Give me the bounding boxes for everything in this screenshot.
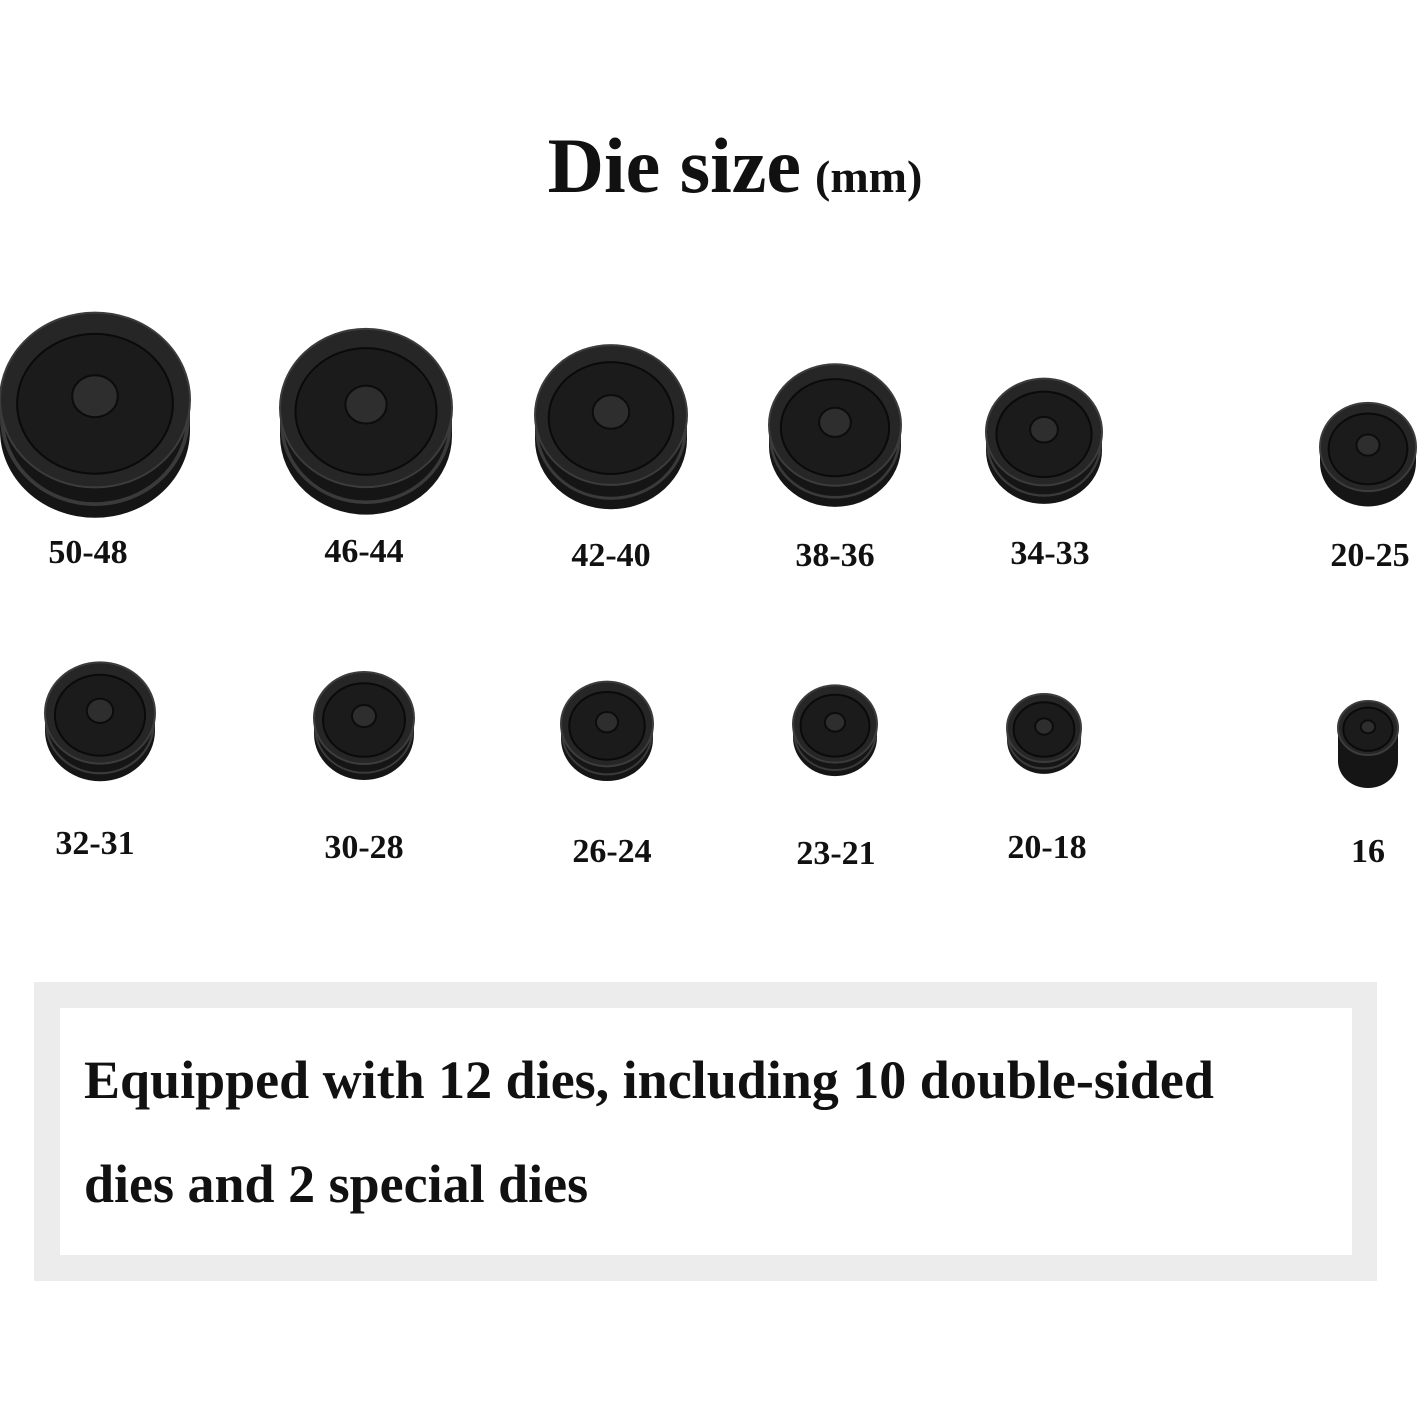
die xyxy=(768,363,902,507)
die-hole xyxy=(823,712,847,733)
die-hole xyxy=(1029,415,1059,444)
die xyxy=(44,661,156,782)
die-label: 38-36 xyxy=(795,537,874,574)
die-label: 20-18 xyxy=(1007,829,1086,866)
die-label: 50-48 xyxy=(48,534,127,571)
die-hole xyxy=(591,394,631,430)
note-line: dies and 2 special dies xyxy=(84,1154,588,1214)
die xyxy=(1319,401,1417,507)
die-label: 46-44 xyxy=(324,533,403,570)
die-label: 30-28 xyxy=(324,829,403,866)
die xyxy=(279,327,453,515)
die-grid: 50-48 46-44 42-40 38-36 34-33 20-25 32-31 30-28… xyxy=(0,311,1417,872)
die-hole xyxy=(818,406,852,438)
die-hole xyxy=(1359,719,1377,735)
title: Die size (mm) xyxy=(548,122,923,209)
die-label: 42-40 xyxy=(571,537,650,574)
die-hole xyxy=(1355,433,1381,457)
die xyxy=(534,344,688,510)
note-box xyxy=(60,1008,1352,1255)
die xyxy=(1337,700,1399,788)
title-unit: (mm) xyxy=(815,151,922,202)
die-label: 26-24 xyxy=(572,833,651,870)
die-hole xyxy=(85,697,115,724)
die xyxy=(985,377,1103,504)
die-hole xyxy=(71,374,119,419)
die-hole xyxy=(344,384,388,425)
die xyxy=(792,684,878,777)
die xyxy=(0,311,191,518)
die-label: 20-25 xyxy=(1330,537,1409,574)
die-hole xyxy=(1034,717,1054,736)
die-label: 32-31 xyxy=(55,825,134,862)
die xyxy=(1006,692,1082,774)
note-line: Equipped with 12 dies, including 10 doub… xyxy=(84,1050,1214,1110)
die-label: 16 xyxy=(1351,833,1385,870)
die-hole xyxy=(594,711,620,734)
die-hole xyxy=(351,703,377,729)
die xyxy=(560,680,654,782)
die xyxy=(313,671,415,780)
die-label: 34-33 xyxy=(1010,535,1089,572)
title-main: Die size xyxy=(548,122,801,209)
die-label: 23-21 xyxy=(796,835,875,872)
